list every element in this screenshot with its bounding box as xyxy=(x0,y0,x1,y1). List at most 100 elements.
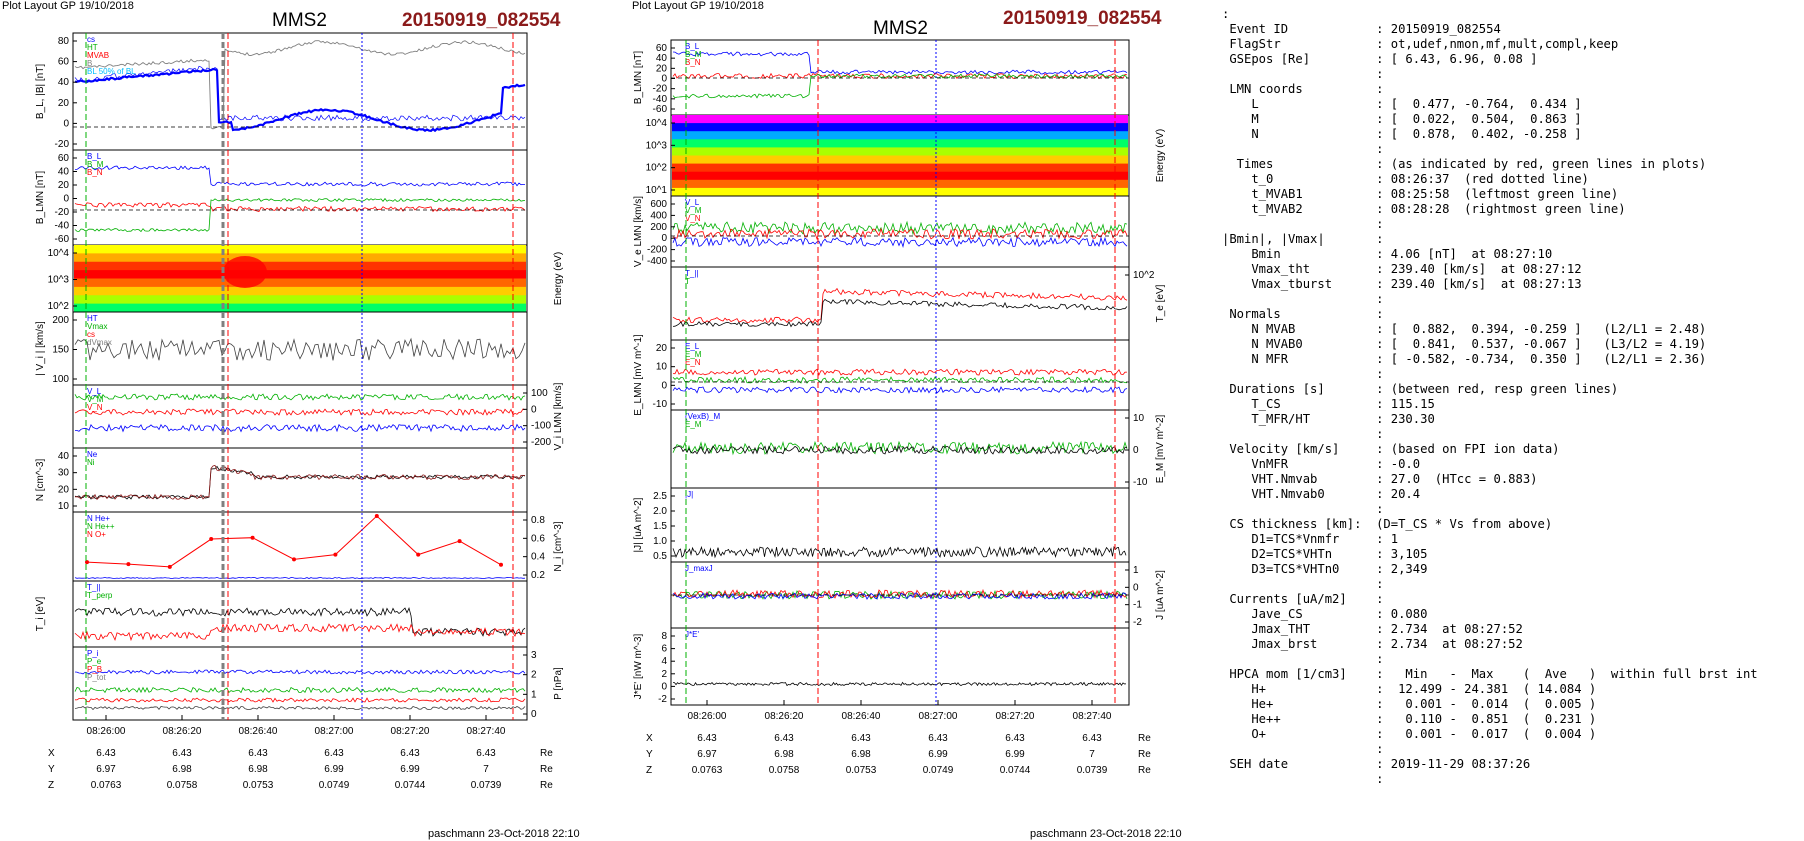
series-line xyxy=(672,287,1128,324)
legend-entry: B_M xyxy=(685,50,702,59)
summary-line: Vmax_tht : 239.40 [km/s] at 08:27:12 xyxy=(1222,262,1582,276)
legend-entry: cs xyxy=(87,330,95,339)
spectrogram-band xyxy=(74,295,526,305)
x-tick-label: 08:27:20 xyxy=(391,726,430,737)
series-line xyxy=(74,464,526,501)
legend-entry: E_L xyxy=(685,342,700,351)
data-point xyxy=(333,552,338,557)
pos-row-value: 6.99 xyxy=(324,764,344,775)
y-tick-label: 0.6 xyxy=(531,533,545,544)
panel-frame xyxy=(72,580,528,648)
y-tick-label: 0.2 xyxy=(531,570,545,581)
y-tick-label: -10 xyxy=(653,399,668,410)
legend-entry: Ne xyxy=(87,450,98,459)
mms-title-right: MMS2 xyxy=(873,18,928,39)
x-tick-label: 08:26:40 xyxy=(842,711,881,722)
pos-row-value: 6.99 xyxy=(400,764,420,775)
pos-row-unit: Re xyxy=(1138,733,1151,744)
y-axis-label: B_L, |B| [nT] xyxy=(35,64,46,119)
y-tick-label: 40 xyxy=(656,53,668,64)
pos-row-value: 6.43 xyxy=(1005,733,1025,744)
pos-row-value: 7 xyxy=(483,764,489,775)
pos-row-value: 6.43 xyxy=(96,748,116,759)
pos-row-value: 6.98 xyxy=(851,749,871,760)
y-tick-label: 600 xyxy=(650,199,667,210)
y-axis-label: N [cm^-3] xyxy=(35,459,46,502)
panel-2: 60 40 20 0 -20 -40 -60 B_LMN [nT] B_LB_MB_N xyxy=(35,149,528,246)
spectrogram-band xyxy=(672,179,1128,189)
y-tick-label: 4 xyxy=(661,656,667,667)
legend-entry: (VexB)_M xyxy=(685,412,720,421)
summary-line: VHT.Nmvab0 : 20.4 xyxy=(1222,487,1421,501)
y-tick-label: 2.5 xyxy=(653,491,667,502)
y-tick-label: 1.0 xyxy=(653,536,667,547)
series-line xyxy=(74,202,526,213)
y-tick-label: 100 xyxy=(531,388,548,399)
pos-row-value: 0.0744 xyxy=(395,780,426,791)
legend-entry: B xyxy=(87,59,92,68)
y-axis-label: P [nPa] xyxy=(553,667,564,700)
y-tick-label: 10 xyxy=(656,362,668,373)
summary-line: L : [ 0.477, -0.764, 0.434 ] xyxy=(1222,97,1582,111)
summary-line: Jmax_brst : 2.734 at 08:27:52 xyxy=(1222,637,1523,651)
series-line xyxy=(74,607,526,637)
summary-line: Bmin : 4.06 [nT] at 08:27:10 xyxy=(1222,247,1553,261)
pos-row-value: 6.99 xyxy=(928,749,948,760)
spectrogram-band xyxy=(672,147,1128,156)
series-line xyxy=(672,236,1128,248)
pos-row-unit: Re xyxy=(540,748,553,759)
series-line xyxy=(672,298,1128,328)
x-tick-label: 08:27:20 xyxy=(996,711,1035,722)
panel-5: 100 0 -100 -200 V_i LMN [km/s] V_LV_MV_N xyxy=(72,382,564,450)
pos-row-value: 6.43 xyxy=(324,748,344,759)
summary-line: N MFR : [ -0.582, -0.734, 0.350 ] (L2/L1… xyxy=(1222,352,1707,366)
panel-7: 2.5 2.0 1.5 1.0 0.5 |J| [uA m^-2] |J| xyxy=(633,487,1130,563)
legend-entry: |J| xyxy=(685,490,693,499)
panel-9: 8 64 20 -2 J*E' [nW m^-3] J*E' xyxy=(633,627,1130,706)
series-line xyxy=(74,40,526,131)
panel-frame xyxy=(670,339,1130,411)
series-line xyxy=(74,393,526,401)
summary-line: t_0 : 08:26:37 (red dotted line) xyxy=(1222,172,1589,186)
x-tick-label: 08:26:40 xyxy=(239,726,278,737)
y-tick-label: 6 xyxy=(661,644,667,655)
summary-line: CS thickness [km]: (D=T_CS * Vs from abo… xyxy=(1222,517,1553,531)
x-tick-label: 08:27:40 xyxy=(1073,711,1112,722)
summary-line: Velocity [km/s] : (based on FPI ion data… xyxy=(1222,442,1560,456)
data-point xyxy=(374,514,379,518)
y-tick-label: -1 xyxy=(1133,600,1142,611)
legend-entry: Ni xyxy=(87,458,95,467)
panel-frame xyxy=(670,627,1130,706)
summary-line: Vmax_tburst : 239.40 [km/s] at 08:27:13 xyxy=(1222,277,1582,291)
legend-entry: B_N xyxy=(685,58,701,67)
panel-5: 20 10 0 -10 E_LMN [mV m^-1] E_LE_ME_N xyxy=(633,334,1130,416)
summary-line: VnMFR : -0.0 xyxy=(1222,457,1421,471)
y-tick-label: -200 xyxy=(531,437,551,448)
y-axis-label: V_e LMN [km/s] xyxy=(633,196,644,267)
data-point xyxy=(250,535,255,540)
summary-line: D2=TCS*VHTn : 3,105 xyxy=(1222,547,1428,561)
summary-line: SEH date : 2019-11-29 08:37:26 xyxy=(1222,757,1531,771)
spectrogram-band xyxy=(74,253,526,263)
y-tick-label: 400 xyxy=(650,210,667,221)
panel-frame xyxy=(72,32,528,151)
pos-row-label: X xyxy=(48,748,55,759)
series-line xyxy=(74,197,526,233)
panel-7: 0.8 0.6 0.4 0.2 N_i [cm^-3] N He+N He++N O+ xyxy=(72,511,564,582)
y-tick-label: 0 xyxy=(661,681,667,692)
event-title-right: 20150919_082554 xyxy=(1003,8,1162,29)
data-point xyxy=(209,537,214,542)
summary-line: D1=TCS*Vnmfr : 1 xyxy=(1222,532,1399,546)
y-axis-label: E_M [mV m^-2] xyxy=(1155,414,1166,483)
pos-row-value: 6.43 xyxy=(172,748,192,759)
y-axis-label: Energy (eV) xyxy=(553,252,564,305)
y-tick-label: -20 xyxy=(55,139,70,150)
y-axis-label: N_i [cm^-3] xyxy=(553,521,564,571)
spectrogram-band xyxy=(74,261,526,271)
pos-row-value: 0.0753 xyxy=(243,780,274,791)
y-tick-label: 2 xyxy=(661,669,667,680)
